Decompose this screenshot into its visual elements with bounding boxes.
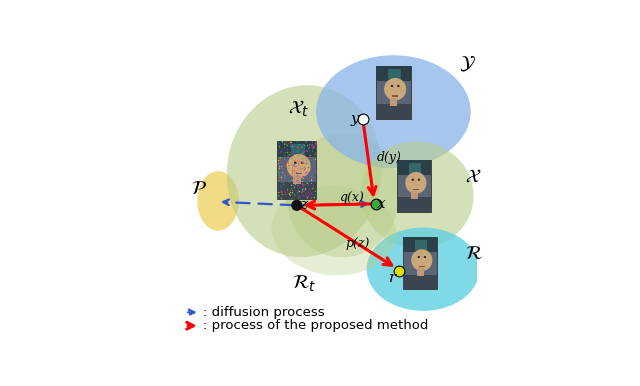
Point bbox=[292, 202, 302, 208]
Bar bbox=[413, 189, 419, 190]
Ellipse shape bbox=[227, 85, 382, 257]
Bar bbox=[293, 176, 301, 184]
Bar bbox=[403, 237, 437, 252]
Ellipse shape bbox=[361, 141, 474, 249]
Bar bbox=[409, 163, 421, 173]
Text: $\mathcal{X}$: $\mathcal{X}$ bbox=[465, 168, 482, 186]
Text: $\mathcal{P}$: $\mathcal{P}$ bbox=[191, 180, 207, 198]
Text: d(y): d(y) bbox=[377, 151, 402, 164]
Bar bbox=[376, 104, 412, 119]
Bar bbox=[415, 240, 427, 251]
Ellipse shape bbox=[286, 132, 399, 257]
Bar bbox=[296, 173, 302, 174]
Ellipse shape bbox=[316, 55, 470, 168]
Text: $\mathcal{R}_t$: $\mathcal{R}_t$ bbox=[292, 274, 317, 294]
Bar bbox=[291, 144, 305, 155]
Ellipse shape bbox=[405, 172, 426, 194]
Text: : process of the proposed method: : process of the proposed method bbox=[203, 319, 429, 332]
Bar bbox=[278, 183, 316, 199]
Ellipse shape bbox=[301, 162, 303, 164]
Text: : diffusion process: : diffusion process bbox=[203, 306, 324, 319]
Ellipse shape bbox=[294, 162, 296, 164]
Bar bbox=[397, 160, 431, 212]
Point bbox=[394, 267, 404, 274]
Point bbox=[358, 116, 368, 122]
Text: p(z): p(z) bbox=[346, 237, 370, 251]
Bar bbox=[419, 266, 424, 267]
Bar bbox=[403, 237, 437, 289]
Text: y: y bbox=[351, 112, 360, 126]
Bar bbox=[417, 269, 424, 276]
Ellipse shape bbox=[271, 186, 396, 275]
Ellipse shape bbox=[412, 179, 414, 181]
Text: $\mathcal{X}_t$: $\mathcal{X}_t$ bbox=[287, 98, 309, 119]
Ellipse shape bbox=[367, 228, 479, 311]
Bar bbox=[411, 191, 418, 199]
Ellipse shape bbox=[287, 154, 310, 178]
Bar bbox=[397, 198, 431, 212]
Bar bbox=[376, 66, 412, 81]
Text: $\mathcal{R}$: $\mathcal{R}$ bbox=[465, 245, 483, 263]
Text: x: x bbox=[376, 197, 385, 211]
Ellipse shape bbox=[384, 78, 406, 100]
Ellipse shape bbox=[390, 85, 393, 87]
Ellipse shape bbox=[417, 256, 420, 258]
Text: $\mathcal{Y}$: $\mathcal{Y}$ bbox=[460, 54, 476, 74]
Ellipse shape bbox=[197, 171, 239, 230]
Bar bbox=[278, 141, 316, 157]
Ellipse shape bbox=[418, 179, 420, 181]
Ellipse shape bbox=[412, 249, 433, 271]
Bar bbox=[397, 160, 431, 174]
Bar bbox=[376, 66, 412, 119]
Bar bbox=[390, 98, 397, 106]
Text: z: z bbox=[299, 198, 307, 212]
Ellipse shape bbox=[397, 85, 399, 87]
Text: r: r bbox=[389, 271, 396, 285]
Bar bbox=[388, 69, 401, 79]
Bar bbox=[392, 95, 398, 96]
Bar bbox=[278, 141, 316, 199]
Text: q(x): q(x) bbox=[340, 191, 365, 205]
Point bbox=[371, 201, 381, 207]
Ellipse shape bbox=[424, 256, 426, 258]
Bar bbox=[403, 275, 437, 289]
